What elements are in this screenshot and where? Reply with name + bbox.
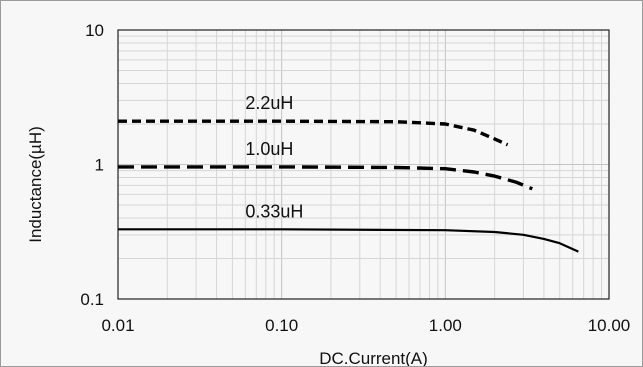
- y-tick-label: 10: [85, 21, 104, 40]
- y-axis-label: Inductance(µH): [26, 126, 45, 243]
- series-label: 2.2uH: [245, 93, 293, 113]
- x-axis-label: DC.Current(A): [319, 349, 428, 366]
- x-tick-labels: 0.01 0.10 1.00 10.00: [101, 316, 630, 335]
- series-label: 1.0uH: [245, 139, 293, 159]
- grid-lines: [117, 30, 609, 300]
- series-label: 0.33uH: [245, 201, 303, 221]
- series-labels: 2.2uH 1.0uH 0.33uH: [245, 93, 303, 221]
- x-tick-label: 0.10: [265, 316, 298, 335]
- y-tick-labels: 0.1 1 10: [80, 21, 104, 309]
- x-tick-label: 0.01: [101, 316, 134, 335]
- series-line-0: [118, 119, 509, 147]
- series-lines: [118, 119, 579, 253]
- series-line-1: [118, 165, 533, 191]
- y-tick-label: 0.1: [80, 290, 104, 309]
- series-line-2: [118, 228, 579, 253]
- plot-area: [117, 29, 610, 300]
- y-tick-label: 1: [95, 156, 104, 175]
- x-tick-label: 10.00: [588, 316, 631, 335]
- x-tick-label: 1.00: [429, 316, 462, 335]
